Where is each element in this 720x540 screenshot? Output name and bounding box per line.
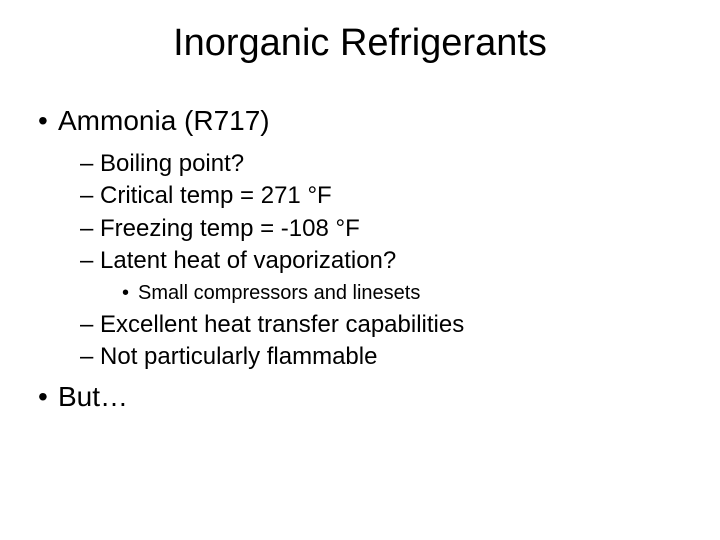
bullet-lvl2-text: Latent heat of vaporization? xyxy=(100,247,396,274)
bullet-lvl2-text: Boiling point? xyxy=(100,150,244,177)
bullet-lvl1-text: But… xyxy=(58,381,128,412)
bullet-lvl2-text: Freezing temp = -108 °F xyxy=(100,215,360,242)
bullet-dot-icon: • xyxy=(38,379,58,414)
slide-title: Inorganic Refrigerants xyxy=(0,0,720,75)
slide-content: •Ammonia (R717) – Boiling point? – Criti… xyxy=(0,75,720,414)
bullet-lvl2-text: Not particularly flammable xyxy=(100,343,377,370)
bullet-lvl1-text: Ammonia (R717) xyxy=(58,105,270,136)
bullet-lvl2: – Latent heat of vaporization? xyxy=(80,245,720,277)
lvl3-group: •Small compressors and linesets xyxy=(80,278,720,309)
bullet-lvl2: – Not particularly flammable xyxy=(80,341,720,373)
bullet-lvl2: – Excellent heat transfer capabilities xyxy=(80,309,720,341)
bullet-lvl1: •But… xyxy=(38,379,720,414)
lvl2-group: – Boiling point? – Critical temp = 271 °… xyxy=(38,144,720,373)
bullet-lvl3: •Small compressors and linesets xyxy=(122,280,720,307)
slide: Inorganic Refrigerants •Ammonia (R717) –… xyxy=(0,0,720,540)
bullet-lvl3-text: Small compressors and linesets xyxy=(138,282,420,304)
bullet-lvl1: •Ammonia (R717) xyxy=(38,103,720,138)
bullet-lvl2-text: Critical temp = 271 °F xyxy=(100,182,332,209)
bullet-lvl2: – Critical temp = 271 °F xyxy=(80,180,720,212)
bullet-lvl2: – Boiling point? xyxy=(80,148,720,180)
bullet-dot-icon: • xyxy=(122,280,138,307)
bullet-lvl2-text: Excellent heat transfer capabilities xyxy=(100,311,464,338)
bullet-lvl2: – Freezing temp = -108 °F xyxy=(80,213,720,245)
bullet-dot-icon: • xyxy=(38,103,58,138)
